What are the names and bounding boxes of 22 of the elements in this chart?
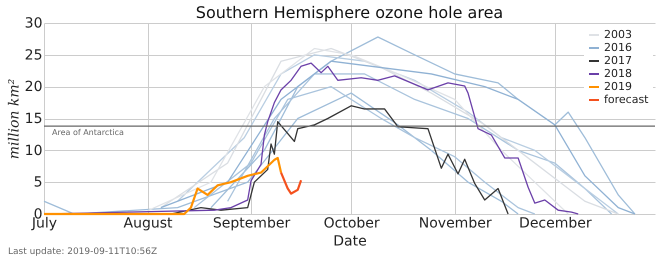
- y-tick-label: 25: [24, 47, 42, 64]
- legend-label: 2016: [604, 41, 632, 54]
- legend-label: 2017: [604, 54, 632, 67]
- legend-label: forecast: [604, 93, 650, 106]
- chart-title: Southern Hemisphere ozone hole area: [196, 3, 504, 22]
- x-axis-title: Date: [333, 234, 367, 250]
- y-tick-label: 10: [24, 142, 42, 159]
- ref-line-label: Area of Antarctica: [52, 128, 124, 138]
- y-axis-title: million km²: [6, 78, 23, 160]
- y-tick-label: 5: [34, 174, 42, 191]
- y-tick-label: 15: [24, 111, 42, 127]
- legend-label: 2003: [604, 28, 632, 41]
- y-tick-label: 30: [24, 16, 42, 32]
- legend-label: 2018: [604, 67, 632, 80]
- text: Last update: 2019-09-11T10:56Z: [8, 247, 158, 257]
- x-tick-label: October: [324, 216, 380, 232]
- x-tick-label: December: [519, 216, 592, 232]
- x-tick-label: November: [418, 216, 492, 232]
- x-tick-label: September: [212, 216, 290, 232]
- y-tick-label: 20: [24, 79, 42, 96]
- legend-label: 2019: [604, 80, 632, 93]
- x-tick-label: August: [124, 216, 174, 232]
